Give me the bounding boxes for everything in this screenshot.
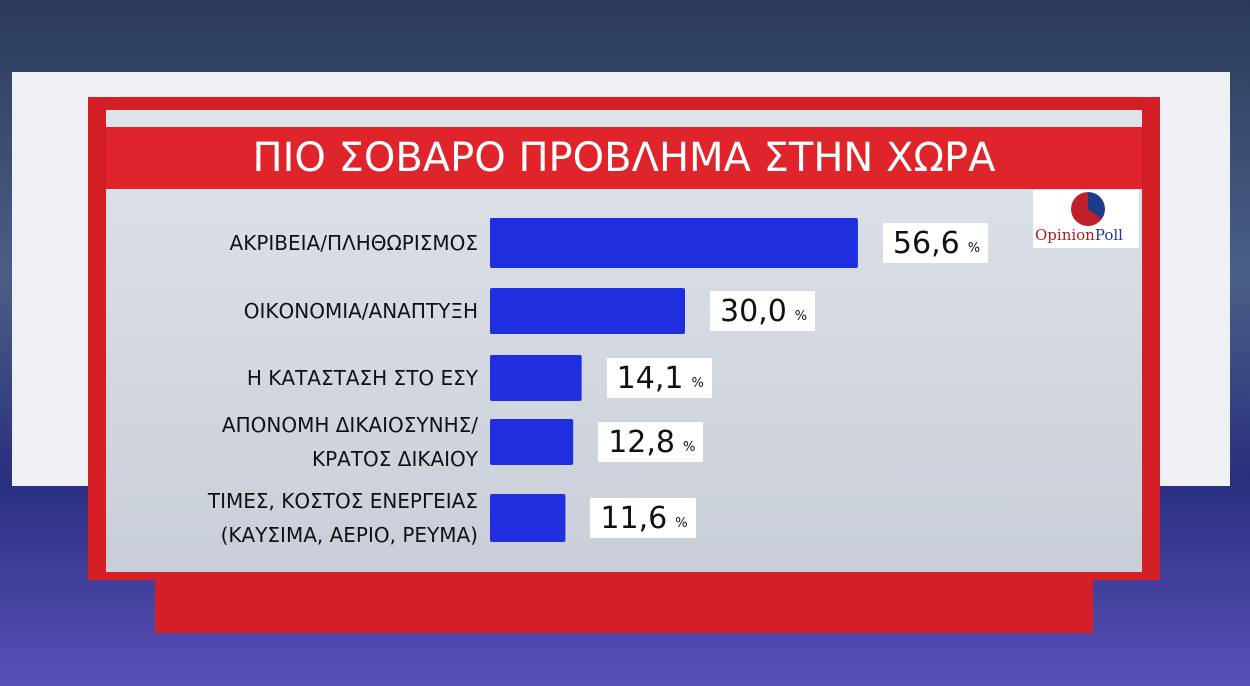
bar: [490, 419, 574, 465]
bar: [490, 355, 582, 401]
value-label-box: 11,6%: [590, 498, 696, 538]
bar: [490, 494, 566, 542]
logo-text: Opinion: [1035, 226, 1095, 244]
unit: %: [794, 308, 808, 324]
unit: %: [682, 439, 696, 455]
value-label: 56,6: [892, 225, 960, 261]
value-label-box: 14,1%: [606, 358, 712, 398]
value-label-box: 30,0%: [710, 291, 816, 331]
value-label-box: 56,6%: [882, 223, 989, 263]
value-label: 30,0: [720, 293, 787, 329]
base: [155, 580, 1093, 633]
logo-text: Poll: [1094, 226, 1123, 244]
logo: OpinionPoll: [1033, 190, 1139, 248]
value-label: 12,8: [608, 424, 675, 460]
value-label: 11,6: [600, 500, 668, 536]
unit: %: [691, 375, 704, 391]
bar: [490, 218, 858, 268]
category-label: ΑΚΡΙΒΕΙΑ/ΠΛΗΘΩΡΙΣΜΟΣ: [229, 231, 478, 255]
unit: %: [967, 240, 981, 256]
unit: %: [675, 515, 688, 531]
category-label: ΤΙΜΕΣ, ΚΟΣΤΟΣ ΕΝΕΡΓΕΙΑΣ (ΚΑΥΣΙΜΑ, ΑΕΡΙΟ,…: [207, 489, 478, 547]
logo-icon: [1071, 192, 1105, 226]
category-label: Η ΚΑΤΑΣΤΑΣΗ ΣΤΟ ΕΣΥ: [246, 366, 478, 390]
bar: [490, 288, 685, 334]
chart-title: ΠΙΟ ΣΟΒΑΡΟ ΠΡΟΒΛΗΜΑ ΣΤΗΝ ΧΩΡΑ: [106, 127, 1142, 189]
category-label: ΑΠΟΝΟΜΗ ΔΙΚΑΙΟΣΥΝΗΣ/ ΚΡΑΤΟΣ ΔΙΚΑΙΟΥ: [221, 413, 478, 471]
value-label-box: 12,8%: [598, 422, 704, 462]
value-label: 14,1: [616, 360, 684, 396]
category-label: ΟΙΚΟΝΟΜΙΑ/ΑΝΑΠΤΥΞΗ: [243, 299, 478, 323]
